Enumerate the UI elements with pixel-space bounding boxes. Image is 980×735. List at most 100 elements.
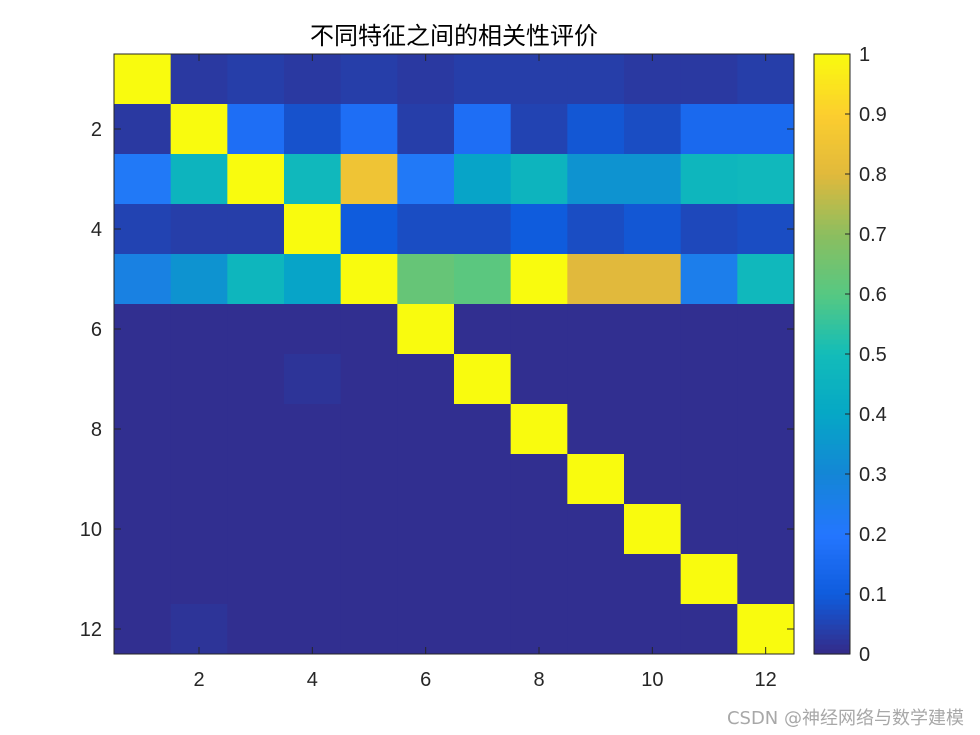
heatmap-cell-r6-c11 [680, 304, 738, 355]
colorbar-segment [814, 439, 850, 445]
heatmap-cell-r7-c6 [397, 354, 455, 405]
colorbar-segment [814, 479, 850, 485]
colorbar-segment [814, 469, 850, 475]
heatmap-cell-r11-c6 [397, 554, 455, 605]
heatmap-cell-r8-c4 [284, 404, 342, 455]
heatmap-cell-r3-c4 [284, 154, 342, 205]
colorbar-segment [814, 379, 850, 385]
colorbar-segment [814, 169, 850, 175]
colorbar-segment [814, 324, 850, 330]
heatmap-cell-r3-c1 [114, 154, 172, 205]
heatmap-cell-r7-c10 [624, 354, 682, 405]
heatmap-cell-r4-c7 [454, 204, 512, 255]
colorbar-segment [814, 429, 850, 435]
colorbar-segment [814, 609, 850, 615]
heatmap-cell-r7-c11 [680, 354, 738, 405]
colorbar-segment [814, 634, 850, 640]
colorbar-segment [814, 259, 850, 265]
colorbar-segment [814, 639, 850, 645]
heatmap-cell-r1-c7 [454, 54, 512, 105]
heatmap-cell-r2-c1 [114, 104, 172, 155]
heatmap-cell-r9-c11 [680, 454, 738, 505]
y-tick-label: 6 [91, 319, 102, 341]
heatmap-cell-r11-c12 [737, 554, 795, 605]
y-tick-label: 4 [91, 219, 102, 241]
colorbar-segment [814, 279, 850, 285]
y-axis: 2 4 6 8 10 12 [80, 119, 794, 641]
colorbar-segment [814, 449, 850, 455]
heatmap-cells [114, 54, 795, 655]
colorbar-tick-label: 0.3 [859, 464, 887, 486]
heatmap-cell-r7-c4 [284, 354, 342, 405]
heatmap-cell-r2-c9 [567, 104, 625, 155]
heatmap-cell-r7-c1 [114, 354, 172, 405]
heatmap-cell-r8-c3 [227, 404, 285, 455]
colorbar-segment [814, 519, 850, 525]
colorbar-segment [814, 79, 850, 85]
heatmap-cell-r2-c5 [340, 104, 398, 155]
heatmap-cell-r12-c3 [227, 604, 285, 655]
colorbar-segment [814, 354, 850, 360]
heatmap-cell-r10-c9 [567, 504, 625, 555]
heatmap-cell-r8-c9 [567, 404, 625, 455]
colorbar-segment [814, 174, 850, 180]
heatmap-cell-r5-c5 [340, 254, 398, 305]
colorbar-segment [814, 84, 850, 90]
heatmap-cell-r10-c4 [284, 504, 342, 555]
heatmap-cell-r7-c9 [567, 354, 625, 405]
colorbar-segment [814, 104, 850, 110]
colorbar-segment [814, 359, 850, 365]
colorbar-segment [814, 644, 850, 650]
y-tick-label: 10 [80, 519, 102, 541]
heatmap-cell-r6-c3 [227, 304, 285, 355]
colorbar-segment [814, 229, 850, 235]
colorbar-segment [814, 154, 850, 160]
colorbar-segment [814, 224, 850, 230]
colorbar-segment [814, 204, 850, 210]
colorbar-tick-label: 1 [859, 44, 870, 66]
heatmap-cell-r2-c8 [510, 104, 568, 155]
colorbar-segment [814, 649, 850, 655]
heatmap-cell-r4-c12 [737, 204, 795, 255]
heatmap-cell-r5-c3 [227, 254, 285, 305]
colorbar-tick-label: 0.2 [859, 524, 887, 546]
x-tick-label: 8 [533, 669, 544, 691]
heatmap-cell-r5-c11 [680, 254, 738, 305]
watermark-text: CSDN @神经网络与数学建模 [727, 708, 964, 729]
heatmap-cell-r1-c4 [284, 54, 342, 105]
colorbar-segment [814, 419, 850, 425]
colorbar-segment [814, 274, 850, 280]
heatmap-cell-r2-c6 [397, 104, 455, 155]
heatmap-cell-r11-c7 [454, 554, 512, 605]
heatmap-cell-r3-c3 [227, 154, 285, 205]
heatmap-cell-r2-c4 [284, 104, 342, 155]
colorbar-segment [814, 619, 850, 625]
colorbar-segment [814, 314, 850, 320]
colorbar-segment [814, 474, 850, 480]
colorbar-segment [814, 374, 850, 380]
colorbar-segment [814, 369, 850, 375]
colorbar-segment [814, 499, 850, 505]
heatmap-cell-r2-c3 [227, 104, 285, 155]
heatmap-cell-r9-c9 [567, 454, 625, 505]
y-tick-label: 8 [91, 419, 102, 441]
heatmap-cell-r6-c1 [114, 304, 172, 355]
heatmap-cell-r11-c11 [680, 554, 738, 605]
colorbar-segment [814, 89, 850, 95]
colorbar-segment [814, 289, 850, 295]
heatmap-cell-r10-c1 [114, 504, 172, 555]
colorbar-segment [814, 494, 850, 500]
colorbar-segment [814, 119, 850, 125]
heatmap-cell-r5-c4 [284, 254, 342, 305]
heatmap-cell-r5-c2 [170, 254, 228, 305]
heatmap-cell-r4-c3 [227, 204, 285, 255]
colorbar-segment [814, 574, 850, 580]
colorbar-segment [814, 579, 850, 585]
heatmap-cell-r5-c7 [454, 254, 512, 305]
heatmap-cell-r3-c7 [454, 154, 512, 205]
heatmap-cell-r1-c6 [397, 54, 455, 105]
colorbar-segment [814, 409, 850, 415]
colorbar-segment [814, 134, 850, 140]
heatmap-cell-r11-c3 [227, 554, 285, 605]
colorbar-segment [814, 239, 850, 245]
